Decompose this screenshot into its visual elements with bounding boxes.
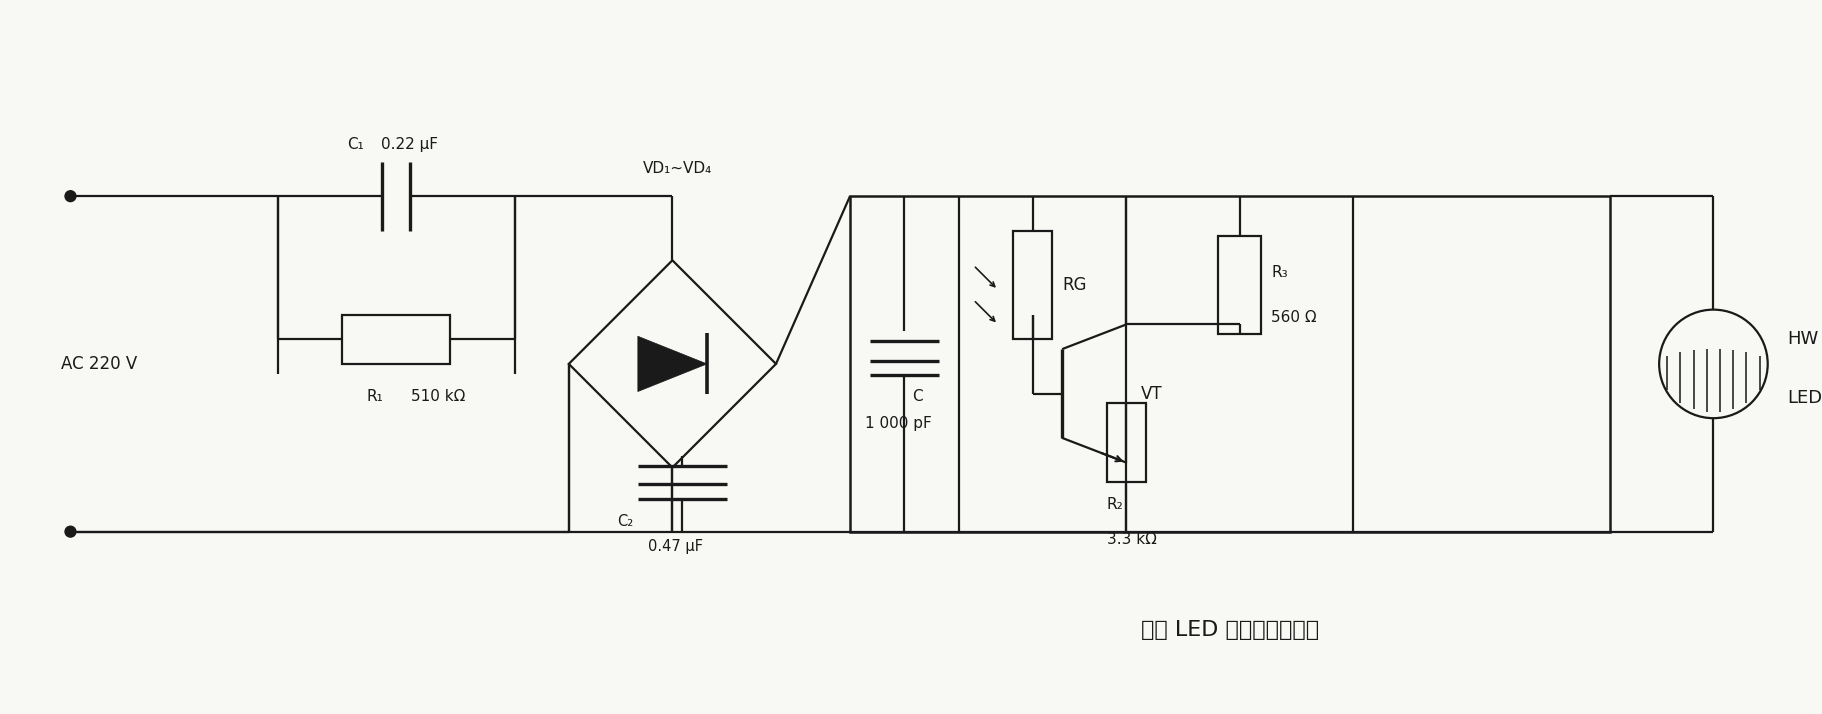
Text: HW: HW xyxy=(1787,331,1818,348)
Text: 510 kΩ: 510 kΩ xyxy=(412,388,465,403)
Text: C: C xyxy=(913,388,922,403)
Text: C₂: C₂ xyxy=(616,514,632,529)
Bar xyxy=(1106,403,1146,483)
Text: 3.3 kΩ: 3.3 kΩ xyxy=(1106,532,1157,547)
Text: RG: RG xyxy=(1062,276,1086,294)
Text: 560 Ω: 560 Ω xyxy=(1272,310,1317,325)
Bar xyxy=(1013,231,1053,339)
Bar xyxy=(851,196,1611,532)
Text: R₃: R₃ xyxy=(1272,265,1288,280)
Text: VT: VT xyxy=(1141,385,1162,403)
Bar xyxy=(1219,236,1261,334)
Text: R₁: R₁ xyxy=(366,388,383,403)
Text: 0.22 μF: 0.22 μF xyxy=(381,137,439,152)
Circle shape xyxy=(66,526,77,537)
Text: VD₁~VD₄: VD₁~VD₄ xyxy=(643,161,712,176)
Text: C₁: C₁ xyxy=(346,137,364,152)
Circle shape xyxy=(66,191,77,201)
Polygon shape xyxy=(638,336,707,391)
Text: 鱼塘 LED 捕蛾灯电路原理: 鱼塘 LED 捕蛾灯电路原理 xyxy=(1141,620,1319,640)
Bar xyxy=(343,315,450,364)
Text: AC 220 V: AC 220 V xyxy=(60,355,137,373)
Text: 1 000 pF: 1 000 pF xyxy=(865,416,931,431)
Text: LED: LED xyxy=(1787,389,1822,408)
Text: 0.47 μF: 0.47 μF xyxy=(649,538,703,553)
Text: R₂: R₂ xyxy=(1106,497,1124,512)
